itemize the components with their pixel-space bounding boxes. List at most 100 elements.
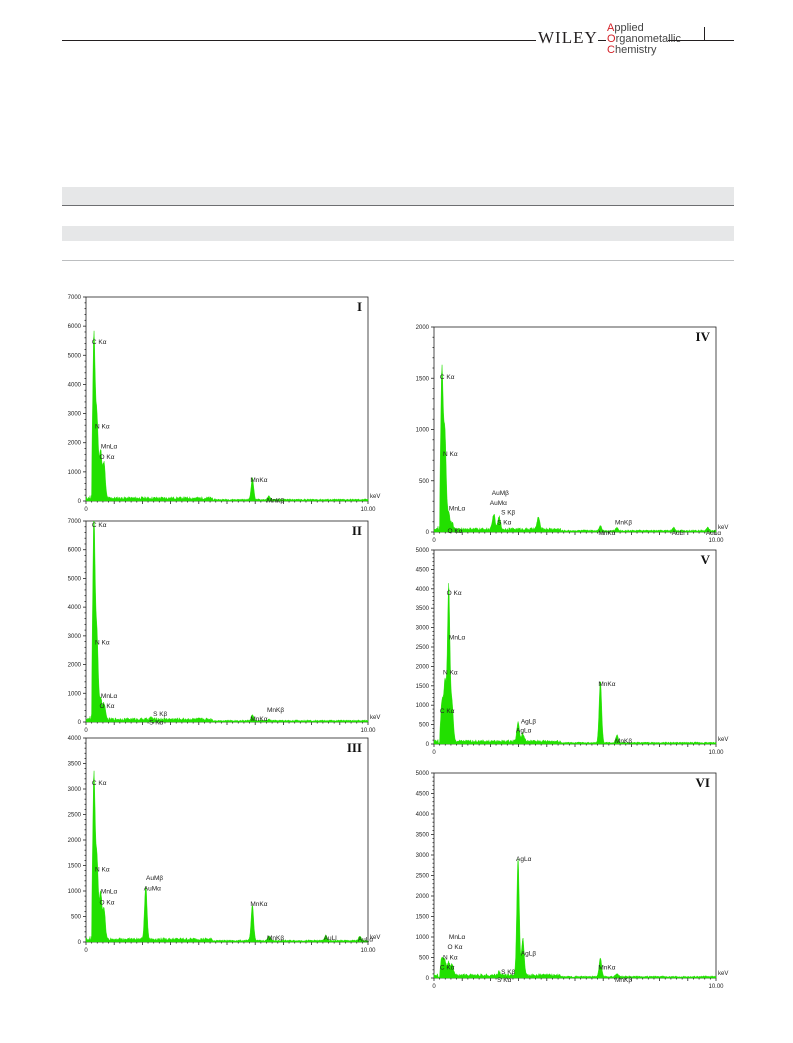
edx-spectrum-panel-vi: 0 500 1000 1500 2000 2500 3000 3500 4000 4500 5000… bbox=[416, 771, 729, 990]
y-tick-label: 0 bbox=[426, 976, 430, 982]
peak-label: MnKβ bbox=[267, 707, 284, 714]
spectrum-area bbox=[433, 364, 717, 533]
peak-label: AuLα bbox=[706, 530, 722, 537]
peak-label: S Kα bbox=[497, 520, 511, 527]
plot-frame bbox=[433, 326, 717, 533]
y-tick-label: 4500 bbox=[416, 567, 430, 573]
peak-label: S Kβ bbox=[501, 969, 515, 976]
x-tick-label: 0 bbox=[84, 507, 88, 513]
peak-label: AgLβ bbox=[521, 719, 537, 726]
peak-label: AuMα bbox=[490, 500, 507, 507]
journal-line-3: Chemistry bbox=[607, 44, 657, 56]
peak-label: S Kα bbox=[497, 977, 511, 984]
spectrum-area bbox=[85, 330, 369, 502]
peak-label: MnKβ bbox=[615, 520, 632, 527]
y-tick-label: 7000 bbox=[68, 519, 82, 525]
journal-line-1: Applied bbox=[607, 22, 644, 34]
y-tick-label: 5000 bbox=[68, 576, 82, 582]
peak-label: S Kβ bbox=[153, 711, 167, 718]
y-tick-label: 6000 bbox=[68, 548, 82, 554]
peak-label: AuMα bbox=[144, 885, 161, 892]
x-tick-label: 0 bbox=[84, 948, 88, 954]
y-tick-label: 0 bbox=[426, 530, 430, 536]
y-tick-label: 1000 bbox=[68, 470, 82, 476]
peak-label: N Kα bbox=[95, 423, 110, 430]
page-number-divider bbox=[704, 27, 705, 40]
plot-frame bbox=[85, 520, 369, 723]
peak-label: AgLβ bbox=[521, 950, 537, 957]
journal-name: Applied Organometallic Chemistry bbox=[607, 23, 681, 56]
plot-frame bbox=[85, 296, 369, 502]
x-unit-label: keV bbox=[370, 494, 380, 500]
edx-spectrum-panel-iii: 0 500 1000 1500 2000 2500 3000 3500 4000 0 10.00 ke… bbox=[68, 736, 381, 954]
x-tick-label: 0 bbox=[432, 750, 436, 756]
y-tick-label: 2000 bbox=[68, 838, 82, 844]
y-tick-label: 2500 bbox=[416, 645, 430, 651]
table-row-band bbox=[62, 226, 734, 241]
y-tick-label: 1500 bbox=[68, 864, 82, 870]
y-tick-label: 1000 bbox=[416, 428, 430, 434]
peak-label: AgLα bbox=[516, 728, 532, 735]
spectrum-area bbox=[85, 770, 369, 943]
x-tick-label: 0 bbox=[84, 728, 88, 734]
x-tick-label: 0 bbox=[432, 538, 436, 544]
y-tick-label: 2000 bbox=[68, 663, 82, 669]
x-unit-label: keV bbox=[718, 525, 728, 531]
header-rule-right bbox=[704, 40, 734, 41]
x-unit-label: keV bbox=[718, 737, 728, 743]
peak-label: S Kβ bbox=[501, 509, 515, 516]
journal-dash bbox=[668, 40, 704, 41]
peak-label: O Kα bbox=[448, 944, 463, 951]
y-tick-label: 500 bbox=[419, 479, 430, 485]
plot-frame bbox=[433, 549, 717, 745]
peak-label: C Kα bbox=[440, 708, 455, 715]
y-tick-label: 3000 bbox=[416, 626, 430, 632]
y-tick-label: 4000 bbox=[416, 587, 430, 593]
edx-spectrum-panel-ii: 0 1000 2000 3000 4000 5000 6000 7000 0 10.00 keV C … bbox=[68, 519, 381, 734]
y-tick-label: 4000 bbox=[68, 736, 82, 742]
peak-label: C Kα bbox=[440, 965, 455, 972]
y-tick-label: 3000 bbox=[68, 634, 82, 640]
y-tick-label: 0 bbox=[426, 742, 430, 748]
y-tick-label: 500 bbox=[419, 723, 430, 729]
peak-label: MnKβ bbox=[615, 738, 632, 745]
peak-label: AuMβ bbox=[492, 490, 509, 497]
y-tick-label: 5000 bbox=[68, 353, 82, 359]
header-rule bbox=[62, 40, 536, 41]
x-tick-label: 10.00 bbox=[708, 538, 724, 544]
y-tick-label: 6000 bbox=[68, 324, 82, 330]
journal-line-2: Organometallic bbox=[607, 33, 681, 45]
panel-label: III bbox=[347, 740, 362, 755]
x-tick-label: 10.00 bbox=[708, 984, 724, 990]
spectrum-area bbox=[433, 858, 717, 979]
peak-label: C Kα bbox=[92, 339, 107, 346]
peak-label: MnKβ bbox=[267, 498, 284, 505]
peak-label: MnKα bbox=[250, 477, 267, 484]
y-tick-label: 2000 bbox=[416, 325, 430, 331]
spectrum-area bbox=[85, 520, 369, 723]
x-unit-label: keV bbox=[370, 935, 380, 941]
peak-label: MnLα bbox=[449, 934, 466, 941]
peak-label: O Kα bbox=[100, 703, 115, 710]
peak-label: O Kα bbox=[447, 590, 462, 597]
publisher-logo: WILEY bbox=[538, 28, 598, 47]
peak-label: MnLα bbox=[449, 505, 466, 512]
peak-label: MnKα bbox=[250, 901, 267, 908]
x-unit-label: keV bbox=[370, 715, 380, 721]
panel-label: I bbox=[357, 299, 362, 314]
peak-label: MnKα bbox=[598, 965, 615, 972]
y-tick-label: 1000 bbox=[68, 691, 82, 697]
table-header-band bbox=[62, 187, 734, 205]
y-tick-label: 0 bbox=[78, 940, 82, 946]
y-tick-label: 2000 bbox=[68, 441, 82, 447]
peak-label: MnKβ bbox=[267, 935, 284, 942]
y-tick-label: 4000 bbox=[68, 605, 82, 611]
y-tick-label: 3500 bbox=[68, 762, 82, 768]
y-tick-label: 3500 bbox=[416, 833, 430, 839]
y-tick-label: 0 bbox=[78, 720, 82, 726]
peak-label: MnKα bbox=[250, 716, 267, 723]
y-tick-label: 1000 bbox=[416, 703, 430, 709]
x-unit-label: keV bbox=[718, 971, 728, 977]
y-tick-label: 500 bbox=[419, 956, 430, 962]
x-tick-label: 10.00 bbox=[360, 728, 376, 734]
